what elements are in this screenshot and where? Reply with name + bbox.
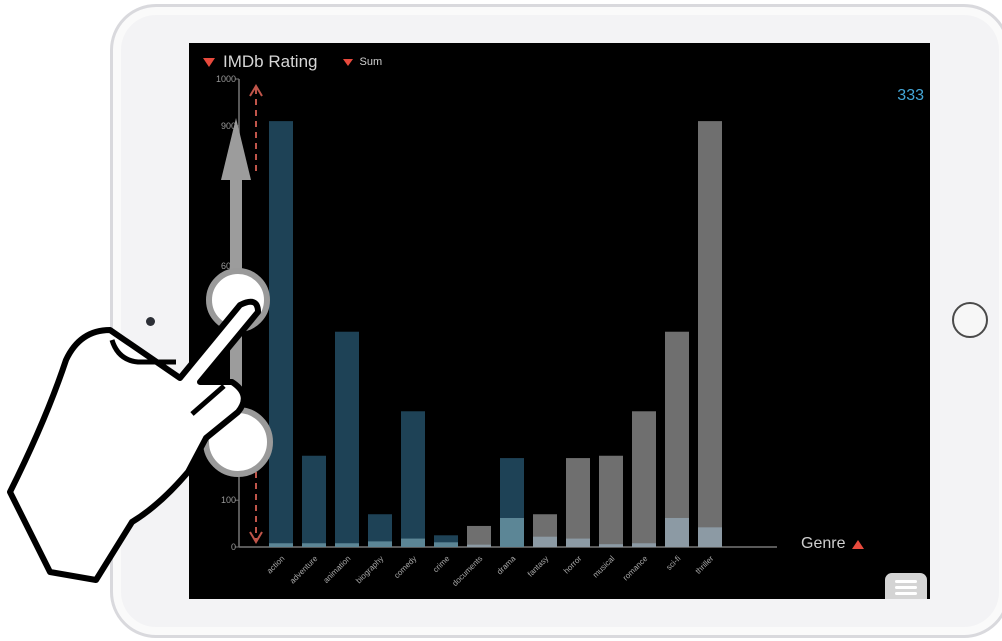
- y-tick-label: 0: [231, 542, 236, 552]
- bar-romance[interactable]: [632, 411, 656, 547]
- y-tick-label: 100: [221, 495, 236, 505]
- chart-header: IMDb Rating Sum: [203, 51, 382, 73]
- bar-documents[interactable]: [467, 525, 491, 547]
- drag-arrow-head: [221, 118, 251, 180]
- triangle-down-icon[interactable]: [343, 58, 354, 66]
- inner-bar-biography[interactable]: [368, 541, 392, 547]
- measure-label[interactable]: IMDb Rating: [223, 52, 318, 71]
- bar-animation[interactable]: [335, 331, 359, 547]
- bar-crime[interactable]: [434, 535, 458, 547]
- hand-thumb-line: [109, 339, 176, 365]
- triangle-down-icon[interactable]: [203, 57, 215, 67]
- hamburger-menu-icon[interactable]: [885, 573, 927, 599]
- bar-horror[interactable]: [566, 458, 590, 547]
- camera-dot: [146, 317, 155, 326]
- inner-bar-romance[interactable]: [632, 543, 656, 547]
- aggregation-label[interactable]: Sum: [359, 56, 383, 68]
- range-arrow-head-up: [249, 84, 263, 97]
- bar-thriller[interactable]: [698, 121, 722, 548]
- genre-label[interactable]: Genre: [801, 535, 846, 552]
- range-arrow-head-down: [249, 531, 263, 544]
- inner-bar-drama[interactable]: [500, 517, 524, 547]
- inner-bar-crime[interactable]: [434, 542, 458, 547]
- inner-bar-comedy[interactable]: [401, 538, 425, 547]
- bar-adventure[interactable]: [302, 455, 326, 547]
- genre-sort-control[interactable]: Genre: [801, 535, 865, 553]
- hand-finger-line: [190, 384, 226, 416]
- inner-bar-fantasy[interactable]: [533, 536, 557, 547]
- y-tick-label: 1000: [216, 74, 236, 84]
- inner-bar-thriller[interactable]: [698, 527, 722, 547]
- bars[interactable]: [269, 121, 722, 548]
- inner-bar-sci-fi[interactable]: [665, 517, 689, 547]
- bar-sci-fi[interactable]: [665, 331, 689, 547]
- inner-bar-action[interactable]: [269, 543, 293, 547]
- inner-bar-animation[interactable]: [335, 543, 359, 547]
- inner-bar-musical[interactable]: [599, 544, 623, 547]
- app-screen: IMDb Rating Sum 333 1000 900 600 100 0 actio…: [189, 43, 930, 599]
- aggregation-control[interactable]: Sum: [343, 56, 382, 68]
- home-button[interactable]: [952, 302, 988, 338]
- y-tick-label: 600: [221, 261, 236, 271]
- hand-outline: [7, 298, 261, 583]
- inner-bar-horror[interactable]: [566, 538, 590, 547]
- bar-musical[interactable]: [599, 455, 623, 547]
- y-tick-label: 900: [221, 121, 236, 131]
- inner-bar-adventure[interactable]: [302, 543, 326, 547]
- triangle-up-icon[interactable]: [852, 539, 865, 549]
- bar-action[interactable]: [269, 121, 293, 548]
- bar-comedy[interactable]: [401, 411, 425, 547]
- inner-bar-documents[interactable]: [467, 544, 491, 547]
- value-readout: 333: [897, 87, 924, 104]
